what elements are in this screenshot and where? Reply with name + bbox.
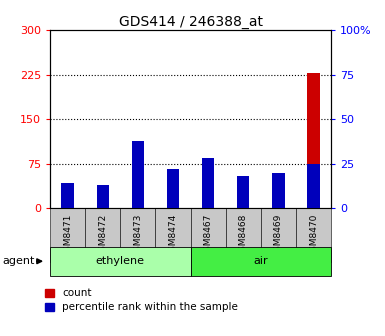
FancyBboxPatch shape [226, 208, 261, 262]
Text: GSM8469: GSM8469 [274, 213, 283, 257]
Text: GSM8467: GSM8467 [204, 213, 213, 257]
Bar [202, 159, 214, 208]
Text: GSM8470: GSM8470 [309, 213, 318, 257]
FancyBboxPatch shape [121, 208, 156, 262]
Text: air: air [254, 256, 268, 266]
Bar [202, 168, 214, 208]
Bar [132, 141, 144, 208]
Text: GSM8468: GSM8468 [239, 213, 248, 257]
FancyBboxPatch shape [191, 208, 226, 262]
Bar [97, 198, 109, 208]
FancyBboxPatch shape [50, 208, 85, 262]
Bar [167, 169, 179, 208]
Bar [50, 247, 191, 276]
FancyBboxPatch shape [296, 208, 331, 262]
Bar [272, 173, 285, 208]
Bar [62, 197, 74, 208]
FancyBboxPatch shape [156, 208, 191, 262]
Text: ethylene: ethylene [96, 256, 145, 266]
Bar [237, 191, 249, 208]
Text: GSM8474: GSM8474 [169, 213, 177, 257]
FancyBboxPatch shape [261, 208, 296, 262]
Bar [62, 183, 74, 208]
Bar [237, 176, 249, 208]
Legend: count, percentile rank within the sample: count, percentile rank within the sample [44, 288, 239, 313]
Bar [307, 73, 320, 208]
Bar [272, 187, 285, 208]
Bar [167, 170, 179, 208]
Bar [191, 247, 331, 276]
Bar [97, 185, 109, 208]
Text: GSM8472: GSM8472 [98, 213, 107, 257]
Text: agent: agent [3, 256, 35, 266]
Title: GDS414 / 246388_at: GDS414 / 246388_at [119, 15, 263, 29]
Text: GSM8473: GSM8473 [133, 213, 142, 257]
Bar [307, 164, 320, 208]
FancyBboxPatch shape [85, 208, 121, 262]
Bar [132, 160, 144, 208]
Text: GSM8471: GSM8471 [63, 213, 72, 257]
